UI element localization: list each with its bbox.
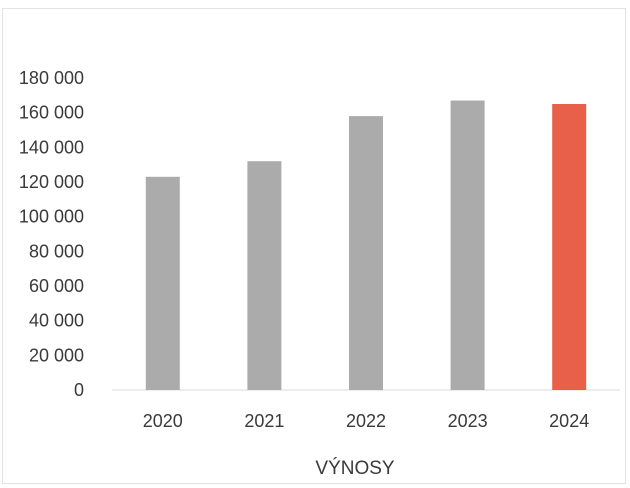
x-axis-ticks: 2020 2021 2022 2023 2024 — [143, 411, 589, 431]
y-tick-label: 180 000 — [19, 68, 84, 88]
y-tick-label: 140 000 — [19, 137, 84, 157]
bar-2023 — [450, 100, 485, 391]
bar-2024 — [552, 104, 587, 390]
bar-2022 — [349, 116, 383, 390]
x-tick-label: 2020 — [143, 411, 183, 431]
bar-2020 — [145, 176, 180, 390]
x-tick-label: 2022 — [346, 411, 386, 431]
bars — [145, 100, 587, 391]
x-axis-label: VÝNOSY — [315, 458, 395, 479]
y-tick-label: 120 000 — [19, 172, 84, 192]
y-tick-label: 160 000 — [19, 103, 84, 123]
y-tick-label: 60 000 — [29, 276, 84, 296]
y-tick-label: 100 000 — [19, 207, 84, 227]
x-tick-label: 2023 — [448, 411, 488, 431]
y-tick-label: 80 000 — [29, 241, 84, 261]
chart-frame — [2, 8, 626, 484]
y-tick-label: 40 000 — [29, 311, 84, 331]
x-tick-label: 2021 — [244, 411, 284, 431]
y-tick-label: 0 — [74, 380, 84, 400]
y-axis-ticks: 0 20 000 40 000 60 000 80 000 100 000 120 000 1… — [19, 68, 84, 400]
x-tick-label: 2024 — [549, 411, 589, 431]
y-tick-label: 20 000 — [29, 345, 84, 365]
bar-2021 — [247, 161, 282, 390]
